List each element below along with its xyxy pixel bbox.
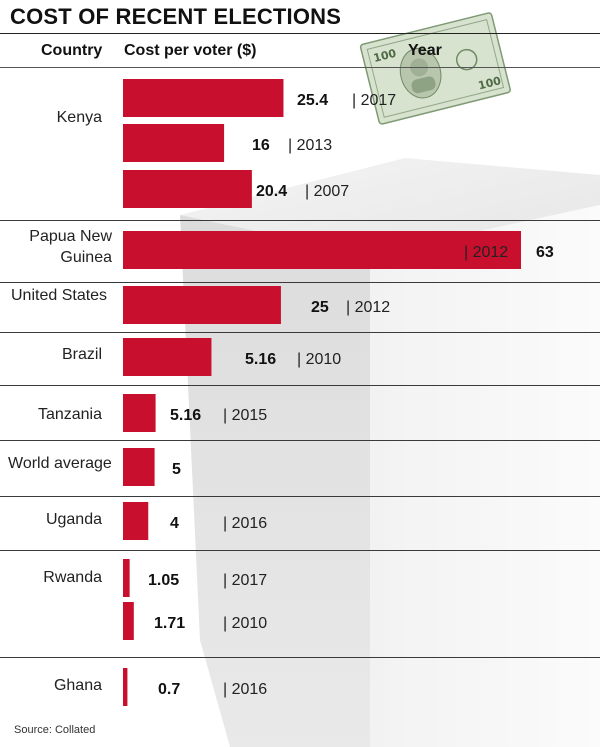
year-label: | 2016 — [223, 515, 267, 532]
header-year: Year — [408, 42, 442, 59]
value-label: 0.7 — [158, 681, 180, 698]
year-label: | 2007 — [305, 183, 349, 200]
header-cost: Cost per voter ($) — [124, 42, 257, 59]
value-label: 5.16 — [170, 407, 201, 424]
svg-text:100: 100 — [372, 47, 398, 65]
year-label: | 2012 — [464, 244, 508, 261]
bar — [123, 79, 284, 117]
box-front — [180, 215, 370, 747]
value-label: 1.71 — [154, 615, 185, 632]
year-label: | 2017 — [352, 92, 396, 109]
bar — [123, 602, 134, 640]
value-label: 4 — [170, 515, 179, 532]
svg-text:100: 100 — [477, 74, 503, 92]
chart-title: COST OF RECENT ELECTIONS — [10, 4, 342, 29]
bar — [123, 668, 128, 706]
year-label: | 2012 — [346, 299, 390, 316]
country-label: Brazil — [62, 346, 102, 363]
header-divider — [0, 67, 600, 68]
header-country: Country — [41, 42, 103, 59]
bar — [123, 286, 281, 324]
country-label: Rwanda — [43, 569, 102, 586]
bar — [123, 559, 130, 597]
value-label: 25.4 — [297, 92, 328, 109]
value-label: 63 — [536, 244, 554, 261]
value-label: 5 — [172, 461, 181, 478]
value-label: 16 — [252, 137, 270, 154]
country-label: Papua New Guinea — [29, 228, 112, 266]
value-label: 1.05 — [148, 572, 179, 589]
year-label: | 2016 — [223, 681, 267, 698]
bar — [123, 502, 149, 540]
country-label: Kenya — [57, 109, 102, 126]
bar — [123, 338, 212, 376]
year-label: | 2010 — [297, 351, 341, 368]
box-top — [180, 158, 600, 255]
bar — [123, 231, 521, 269]
value-label: 20.4 — [256, 183, 287, 200]
value-label: 5.16 — [245, 351, 276, 368]
country-label: World average — [8, 455, 112, 472]
box-side — [370, 205, 600, 747]
banknote-icon: 100 100 — [359, 12, 511, 125]
bar — [123, 124, 225, 162]
year-label: | 2010 — [223, 615, 267, 632]
year-label: | 2015 — [223, 407, 267, 424]
bar — [123, 170, 252, 208]
country-label: United States — [11, 287, 107, 304]
value-label: 25 — [311, 299, 329, 316]
country-label: Uganda — [46, 511, 102, 528]
bar — [123, 394, 156, 432]
year-label: | 2017 — [223, 572, 267, 589]
source-note: Source: Collated — [14, 724, 96, 736]
country-label: Tanzania — [38, 406, 102, 423]
bar — [123, 448, 155, 486]
title-divider — [0, 33, 600, 34]
year-label: | 2013 — [288, 137, 332, 154]
country-label: Ghana — [54, 677, 102, 694]
